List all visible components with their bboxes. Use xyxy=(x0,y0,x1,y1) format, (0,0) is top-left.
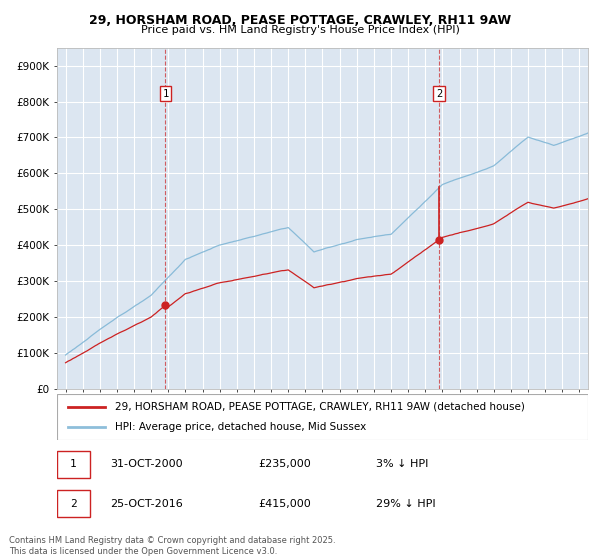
Text: 29% ↓ HPI: 29% ↓ HPI xyxy=(376,498,435,508)
Text: 2: 2 xyxy=(70,498,77,508)
Text: HPI: Average price, detached house, Mid Sussex: HPI: Average price, detached house, Mid … xyxy=(115,422,367,432)
Bar xyxy=(57,451,90,478)
Text: 25-OCT-2016: 25-OCT-2016 xyxy=(110,498,183,508)
Text: Price paid vs. HM Land Registry's House Price Index (HPI): Price paid vs. HM Land Registry's House … xyxy=(140,25,460,35)
Text: 1: 1 xyxy=(70,459,77,469)
Text: Contains HM Land Registry data © Crown copyright and database right 2025.
This d: Contains HM Land Registry data © Crown c… xyxy=(9,536,335,556)
Text: £415,000: £415,000 xyxy=(259,498,311,508)
Text: 29, HORSHAM ROAD, PEASE POTTAGE, CRAWLEY, RH11 9AW (detached house): 29, HORSHAM ROAD, PEASE POTTAGE, CRAWLEY… xyxy=(115,402,525,412)
Bar xyxy=(57,490,90,517)
Text: 29, HORSHAM ROAD, PEASE POTTAGE, CRAWLEY, RH11 9AW: 29, HORSHAM ROAD, PEASE POTTAGE, CRAWLEY… xyxy=(89,14,511,27)
Text: 3% ↓ HPI: 3% ↓ HPI xyxy=(376,459,428,469)
Text: 31-OCT-2000: 31-OCT-2000 xyxy=(110,459,183,469)
Text: 2: 2 xyxy=(436,88,442,99)
Text: £235,000: £235,000 xyxy=(259,459,311,469)
Text: 1: 1 xyxy=(163,88,169,99)
